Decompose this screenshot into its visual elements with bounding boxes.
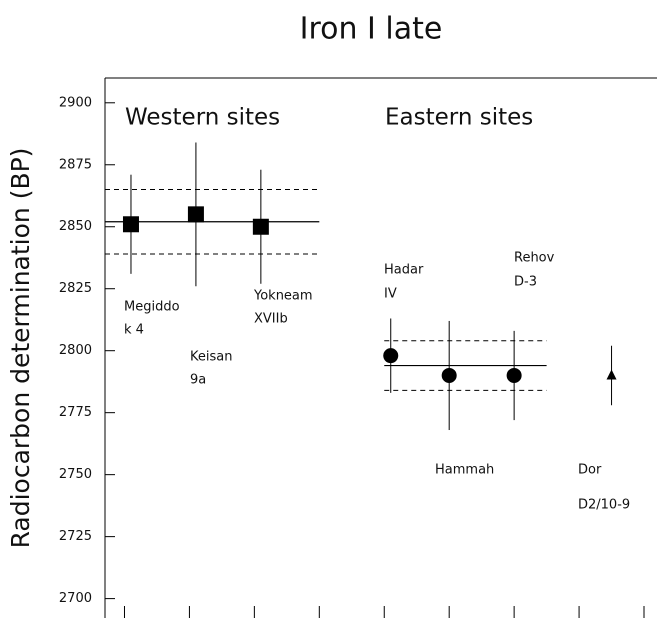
marker bbox=[187, 206, 204, 223]
point-label: Hammah bbox=[435, 463, 494, 478]
chart-title: Iron I late bbox=[300, 12, 443, 47]
y-tick-label: 2875 bbox=[59, 157, 92, 172]
marker bbox=[252, 218, 269, 235]
y-tick-label: 2775 bbox=[59, 405, 92, 420]
y-tick-label: 2800 bbox=[59, 343, 92, 358]
y-tick-label: 2725 bbox=[59, 529, 92, 544]
point-label: Keisan bbox=[190, 350, 232, 365]
y-axis-label: Radiocarbon determination (BP) bbox=[6, 148, 35, 549]
point-label: Dor bbox=[578, 463, 602, 478]
marker bbox=[122, 216, 139, 233]
y-tick-label: 2900 bbox=[59, 95, 92, 110]
point-label: D2/10-9 bbox=[578, 498, 630, 513]
marker bbox=[506, 367, 522, 383]
y-tick-label: 2700 bbox=[59, 591, 92, 606]
y-tick-label: 2850 bbox=[59, 219, 92, 234]
annotation: Western sites bbox=[125, 105, 280, 131]
point-label: Rehov bbox=[514, 251, 555, 266]
marker bbox=[383, 348, 399, 364]
annotation: Eastern sites bbox=[385, 105, 533, 131]
marker bbox=[606, 369, 617, 380]
point-label: Megiddo bbox=[124, 300, 180, 315]
point-label: IV bbox=[384, 287, 397, 302]
point-label: D-3 bbox=[514, 275, 537, 290]
y-tick-label: 2750 bbox=[59, 467, 92, 482]
point-label: XVIIb bbox=[254, 312, 288, 327]
y-tick-label: 2825 bbox=[59, 281, 92, 296]
point-label: Hadar bbox=[384, 263, 424, 278]
marker bbox=[441, 367, 457, 383]
point-label: k 4 bbox=[124, 323, 144, 338]
point-label: Yokneam bbox=[253, 289, 313, 304]
point-label: 9a bbox=[190, 373, 206, 388]
